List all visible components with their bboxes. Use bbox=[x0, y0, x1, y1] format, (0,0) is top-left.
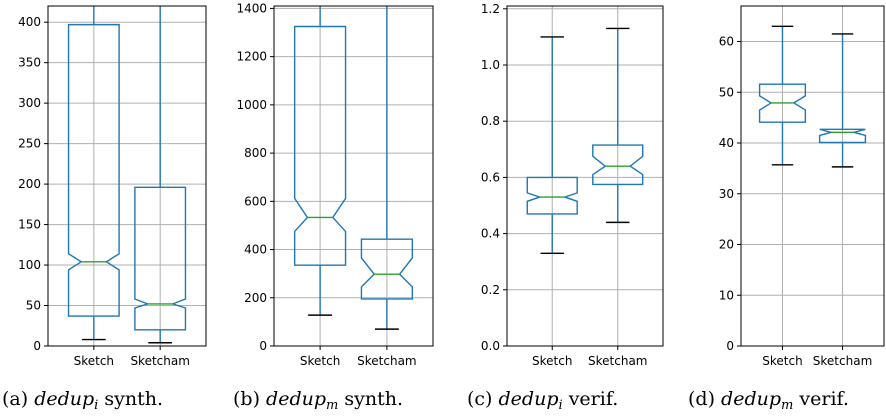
chart-panel-a: 0 50 100 150 200 250 300 350 400 Sketch Sketcham bbox=[18, 5, 207, 368]
caption-suffix: synth. bbox=[344, 388, 404, 410]
y-tick-label: 1400 bbox=[236, 1, 267, 15]
y-tick-label: 250 bbox=[18, 137, 41, 151]
caption-label: (a) bbox=[2, 388, 29, 410]
y-tick-label: 1.0 bbox=[481, 58, 500, 72]
y-tick-label: 1000 bbox=[236, 98, 267, 112]
x-tick-label: Sketcham bbox=[813, 354, 872, 368]
chart-panel-b: 0 200 400 600 800 1000 1200 1400 Sketch Sketcham bbox=[236, 1, 434, 368]
caption-name: dedup bbox=[34, 388, 95, 410]
caption-b: (b) dedupm synth. bbox=[233, 388, 403, 416]
y-tick-label: 40 bbox=[719, 136, 734, 150]
axes-frame bbox=[740, 5, 885, 347]
y-tick-label: 600 bbox=[244, 194, 267, 208]
y-tick-label: 60 bbox=[719, 35, 734, 49]
y-tick-label: 0.4 bbox=[481, 227, 500, 241]
x-tick-label: Sketch bbox=[74, 354, 114, 368]
y-tick-label: 10 bbox=[719, 288, 734, 302]
y-tick-label: 0 bbox=[33, 339, 41, 353]
box-sketcham bbox=[592, 144, 644, 186]
y-tick-label: 50 bbox=[719, 85, 734, 99]
caption-suffix: verif. bbox=[568, 388, 619, 410]
x-tick-label: Sketch bbox=[532, 354, 572, 368]
box-sketch bbox=[67, 23, 120, 317]
y-tick-label: 200 bbox=[244, 291, 267, 305]
chart-panel-c: 0.0 0.2 0.4 0.6 0.8 1.0 1.2 Sketch Sketcham bbox=[481, 2, 664, 368]
caption-label: (d) bbox=[688, 388, 715, 410]
y-tick-label: 350 bbox=[18, 56, 41, 70]
y-tick-label: 0.8 bbox=[481, 114, 500, 128]
caption-d: (d) dedupm verif. bbox=[688, 388, 849, 416]
y-tick-label: 300 bbox=[18, 96, 41, 110]
y-tick-label: 30 bbox=[719, 187, 734, 201]
y-tick-label: 0.6 bbox=[481, 170, 500, 184]
caption-subscript: m bbox=[326, 398, 339, 413]
caption-suffix: verif. bbox=[799, 388, 849, 410]
caption-subscript: i bbox=[94, 398, 99, 413]
y-tick-label: 400 bbox=[18, 15, 41, 29]
y-tick-label: 800 bbox=[244, 146, 267, 160]
caption-subscript: m bbox=[781, 398, 794, 413]
y-tick-label: 400 bbox=[244, 243, 267, 257]
x-tick-label: Sketcham bbox=[357, 354, 416, 368]
caption-name: dedup bbox=[721, 388, 782, 410]
caption-name: dedup bbox=[266, 388, 327, 410]
caption-a: (a) dedupi synth. bbox=[2, 388, 163, 416]
box-sketch bbox=[293, 25, 347, 266]
caption-name: dedup bbox=[498, 388, 559, 410]
box-sketch bbox=[526, 176, 578, 215]
x-tick-label: Sketcham bbox=[130, 354, 189, 368]
y-tick-label: 0 bbox=[726, 339, 734, 353]
x-tick-label: Sketcham bbox=[588, 354, 647, 368]
caption-label: (c) bbox=[467, 388, 493, 410]
x-tick-label: Sketch bbox=[762, 354, 802, 368]
y-tick-label: 0.2 bbox=[481, 283, 500, 297]
y-tick-label: 0.0 bbox=[481, 339, 500, 353]
chart-panel-d: 0 10 20 30 40 50 60 Sketch Sketcham bbox=[719, 5, 885, 368]
axes-frame bbox=[506, 5, 664, 347]
box-sketcham bbox=[134, 186, 187, 331]
caption-label: (b) bbox=[233, 388, 260, 410]
box-sketch bbox=[758, 83, 807, 123]
y-tick-label: 200 bbox=[18, 177, 41, 191]
axes-frame bbox=[273, 5, 434, 347]
caption-subscript: i bbox=[558, 398, 563, 413]
caption-c: (c) dedupi verif. bbox=[467, 388, 618, 416]
x-tick-label: Sketch bbox=[300, 354, 340, 368]
axes-frame bbox=[47, 5, 207, 347]
y-tick-label: 150 bbox=[18, 218, 41, 232]
box-sketcham bbox=[818, 128, 867, 144]
y-tick-label: 100 bbox=[18, 258, 41, 272]
y-tick-label: 1200 bbox=[236, 50, 267, 64]
caption-suffix: synth. bbox=[104, 388, 164, 410]
y-tick-label: 1.2 bbox=[481, 2, 500, 16]
y-tick-label: 0 bbox=[259, 339, 267, 353]
box-sketcham bbox=[360, 238, 414, 300]
y-tick-label: 50 bbox=[26, 299, 41, 313]
y-tick-label: 20 bbox=[719, 238, 734, 252]
